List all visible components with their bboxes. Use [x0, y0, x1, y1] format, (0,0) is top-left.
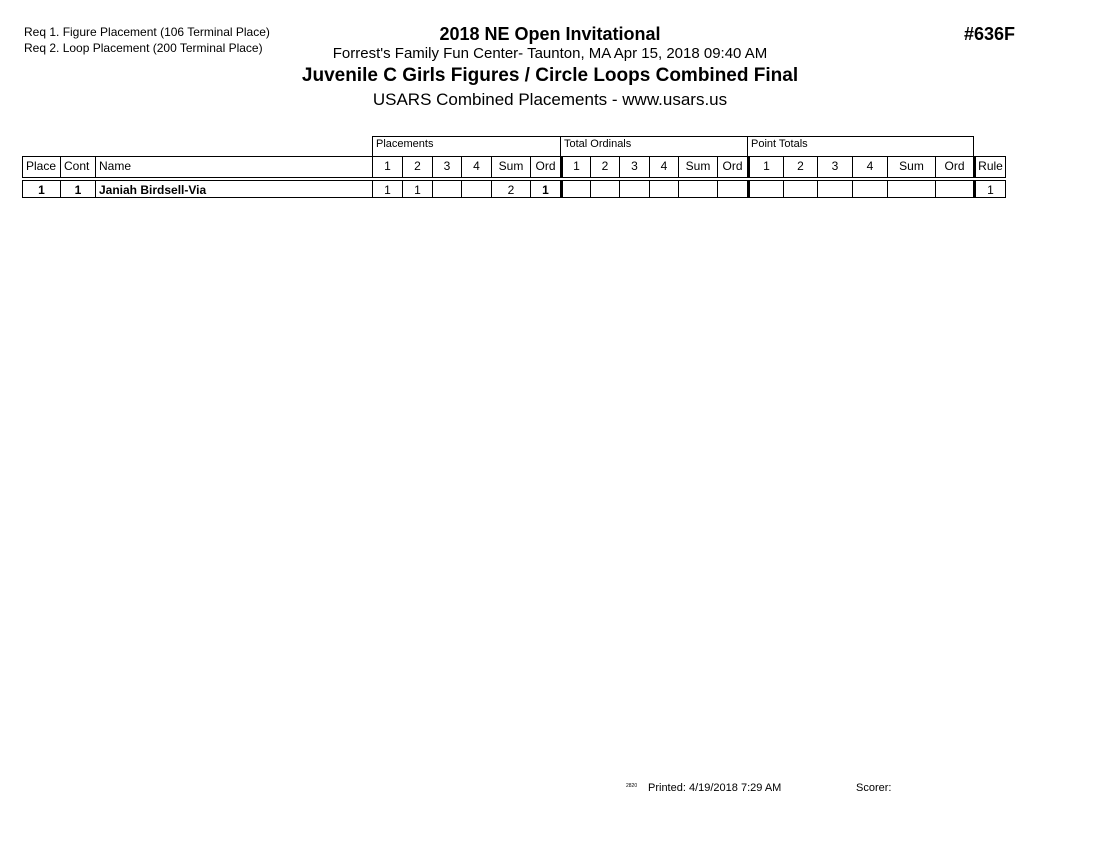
table-cell: [619, 180, 650, 198]
table-cell: 1: [60, 180, 96, 198]
group-header: Total Ordinals: [560, 136, 748, 157]
table-cell: [935, 180, 974, 198]
column-header: 3: [619, 156, 650, 178]
table-cell: [817, 180, 853, 198]
column-header: 4: [852, 156, 888, 178]
table-cell: [461, 180, 492, 198]
table-cell: [649, 180, 679, 198]
table-cell: [432, 180, 462, 198]
event-number: #636F: [964, 24, 1016, 44]
column-header: Ord: [935, 156, 974, 178]
group-header: Placements: [372, 136, 561, 157]
requirement-1: Req 1. Figure Placement (106 Terminal Pl…: [24, 25, 270, 39]
table-cell: [560, 180, 591, 198]
column-header: Name: [95, 156, 373, 178]
group-header: Point Totals: [747, 136, 974, 157]
column-header: 3: [817, 156, 853, 178]
column-header: Sum: [491, 156, 531, 178]
table-cell: 1: [530, 180, 561, 198]
column-header: 2: [783, 156, 818, 178]
table-cell: [887, 180, 936, 198]
column-header: Cont: [60, 156, 96, 178]
table-cell: 1: [22, 180, 61, 198]
subtitle: USARS Combined Placements - www.usars.us: [372, 90, 728, 109]
column-header: Ord: [530, 156, 561, 178]
event-name: Juvenile C Girls Figures / Circle Loops …: [301, 65, 799, 86]
footer-code: 2820: [626, 783, 638, 789]
table-cell: [783, 180, 818, 198]
table-cell: [717, 180, 748, 198]
table-cell: [747, 180, 784, 198]
column-header: 4: [649, 156, 679, 178]
scorer-label: Scorer:: [856, 782, 892, 794]
table-cell: 1: [402, 180, 433, 198]
table-cell: 2: [491, 180, 531, 198]
column-header: 4: [461, 156, 492, 178]
table-cell: [678, 180, 718, 198]
table-cell: [590, 180, 620, 198]
column-header: 1: [372, 156, 403, 178]
table-cell: 1: [372, 180, 403, 198]
column-header: 2: [402, 156, 433, 178]
event-location: Forrest's Family Fun Center- Taunton, MA…: [332, 45, 768, 62]
column-header: Rule: [973, 156, 1006, 178]
column-header: 3: [432, 156, 462, 178]
printed-date: Printed: 4/19/2018 7:29 AM: [648, 782, 782, 794]
column-header: 1: [560, 156, 591, 178]
column-header: Place: [22, 156, 61, 178]
table-cell: 1: [973, 180, 1006, 198]
column-header: Ord: [717, 156, 748, 178]
column-header: 1: [747, 156, 784, 178]
table-cell: Janiah Birdsell-Via: [95, 180, 373, 198]
column-header: Sum: [887, 156, 936, 178]
event-title: 2018 NE Open Invitational: [439, 24, 661, 44]
column-header: Sum: [678, 156, 718, 178]
column-header: 2: [590, 156, 620, 178]
table-cell: [852, 180, 888, 198]
requirement-2: Req 2. Loop Placement (200 Terminal Plac…: [24, 41, 263, 55]
